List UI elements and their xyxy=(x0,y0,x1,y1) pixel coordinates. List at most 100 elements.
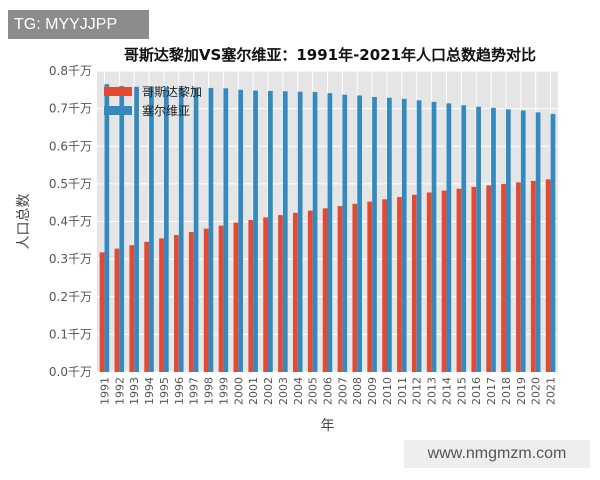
bar-serbia-2006 xyxy=(327,93,333,372)
bar-serbia-2021 xyxy=(550,113,556,372)
bar-serbia-1992 xyxy=(119,86,125,373)
legend-swatch-serbia xyxy=(104,106,132,115)
bar-serbia-2003 xyxy=(282,91,288,372)
bar-costa-rica-2017 xyxy=(486,185,492,372)
x-tick-label: 2002 xyxy=(262,377,275,405)
bar-costa-rica-2009 xyxy=(367,201,373,372)
x-tick-label: 2013 xyxy=(426,377,439,405)
legend-swatch-costa-rica xyxy=(104,87,132,96)
y-tick-label: 0.4千万 xyxy=(49,215,92,229)
bar-costa-rica-2016 xyxy=(471,186,477,372)
y-tick-label: 0.8千万 xyxy=(49,64,92,78)
x-tick-label: 1995 xyxy=(158,377,171,405)
bar-costa-rica-2012 xyxy=(411,194,417,372)
y-tick-label: 0.2千万 xyxy=(49,290,92,304)
bar-costa-rica-1995 xyxy=(159,238,164,372)
x-tick-label: 2005 xyxy=(307,377,320,405)
bar-serbia-2004 xyxy=(297,91,303,372)
bar-costa-rica-2019 xyxy=(516,182,521,372)
bar-serbia-2012 xyxy=(416,100,422,372)
x-tick-label: 1996 xyxy=(173,377,186,405)
x-tick-label: 2019 xyxy=(515,377,528,405)
bar-serbia-2002 xyxy=(268,90,273,372)
bar-serbia-2019 xyxy=(520,110,526,372)
bar-serbia-2000 xyxy=(238,89,244,372)
bar-costa-rica-2013 xyxy=(426,192,432,372)
y-tick-label: 0.1千万 xyxy=(49,327,92,341)
y-tick-label: 0.7千万 xyxy=(49,102,92,116)
bar-serbia-1994 xyxy=(149,87,154,373)
bar-costa-rica-2003 xyxy=(278,215,283,372)
bar-costa-rica-2018 xyxy=(501,183,506,372)
bar-serbia-2010 xyxy=(386,97,392,373)
x-tick-label: 1994 xyxy=(143,377,156,405)
bar-serbia-1999 xyxy=(223,88,229,373)
x-tick-label: 2006 xyxy=(322,377,335,405)
legend-item-costa-rica: 哥斯达黎加 xyxy=(104,82,202,101)
bar-costa-rica-1996 xyxy=(174,235,179,372)
y-tick-label: 0.0千万 xyxy=(49,365,92,379)
bar-costa-rica-2002 xyxy=(263,217,269,372)
legend-item-serbia: 塞尔维亚 xyxy=(104,101,202,120)
x-tick-label: 2009 xyxy=(366,377,379,405)
legend: 哥斯达黎加 塞尔维亚 xyxy=(104,82,202,120)
bar-serbia-1991 xyxy=(104,84,110,372)
y-tick-label: 0.6千万 xyxy=(49,139,92,153)
x-tick-label: 2004 xyxy=(292,377,305,405)
x-tick-label: 2017 xyxy=(485,377,498,405)
x-tick-label: 2007 xyxy=(336,377,349,405)
bar-serbia-2013 xyxy=(431,101,437,372)
legend-label-costa-rica: 哥斯达黎加 xyxy=(142,85,203,99)
x-tick-label: 2001 xyxy=(247,377,260,405)
bar-costa-rica-1992 xyxy=(114,248,120,372)
y-tick-label: 0.3千万 xyxy=(49,252,92,266)
bar-costa-rica-2015 xyxy=(456,188,462,372)
bar-costa-rica-2008 xyxy=(352,203,358,372)
legend-label-serbia: 塞尔维亚 xyxy=(142,104,191,118)
x-tick-label: 1997 xyxy=(188,377,201,405)
x-tick-label: 1998 xyxy=(203,377,216,405)
bar-costa-rica-1993 xyxy=(129,245,135,372)
bar-costa-rica-2004 xyxy=(292,212,298,372)
y-axis-label: 人口总数 xyxy=(16,194,32,250)
bar-serbia-2011 xyxy=(401,98,407,372)
bar-serbia-2005 xyxy=(312,92,318,372)
bar-costa-rica-1994 xyxy=(144,241,150,372)
x-axis-label: 年 xyxy=(321,418,335,434)
bar-costa-rica-2001 xyxy=(248,219,254,372)
bar-serbia-1998 xyxy=(208,87,214,373)
bar-costa-rica-1999 xyxy=(218,225,224,372)
bar-serbia-2020 xyxy=(535,112,541,372)
bar-costa-rica-2007 xyxy=(337,206,343,372)
bar-costa-rica-2011 xyxy=(397,197,402,372)
bar-serbia-2015 xyxy=(461,105,467,373)
x-tick-label: 2018 xyxy=(500,377,513,405)
x-tick-label: 1999 xyxy=(217,377,230,405)
x-tick-label: 2014 xyxy=(440,377,453,405)
chart-title: 哥斯达黎加VS塞尔维亚：1991年-2021年人口总数趋势对比 xyxy=(124,46,536,64)
bar-costa-rica-2021 xyxy=(545,179,551,372)
bar-serbia-2009 xyxy=(372,96,377,373)
x-tick-label: 2015 xyxy=(455,377,468,405)
x-tick-label: 2011 xyxy=(396,377,409,405)
x-tick-label: 2016 xyxy=(470,377,483,405)
bars xyxy=(99,84,556,373)
x-tick-label: 2010 xyxy=(381,377,394,405)
bar-serbia-2007 xyxy=(342,94,348,373)
x-tick-label: 1991 xyxy=(98,377,111,405)
bar-costa-rica-2006 xyxy=(322,208,328,372)
x-tick-label: 1993 xyxy=(128,377,141,405)
bar-costa-rica-1998 xyxy=(203,228,209,372)
y-tick-label: 0.5千万 xyxy=(49,177,92,191)
bar-serbia-1997 xyxy=(193,87,199,373)
bar-serbia-2014 xyxy=(446,103,452,373)
x-tick-label: 2003 xyxy=(277,377,290,405)
x-tick-label: 2021 xyxy=(545,377,558,405)
bar-serbia-2016 xyxy=(476,106,481,373)
bar-costa-rica-2010 xyxy=(382,199,387,372)
watermark-bottom: www.nmgmzm.com xyxy=(404,440,590,468)
bar-costa-rica-2020 xyxy=(530,180,536,372)
bar-costa-rica-1997 xyxy=(188,232,194,372)
x-tick-label: 2020 xyxy=(530,377,543,405)
